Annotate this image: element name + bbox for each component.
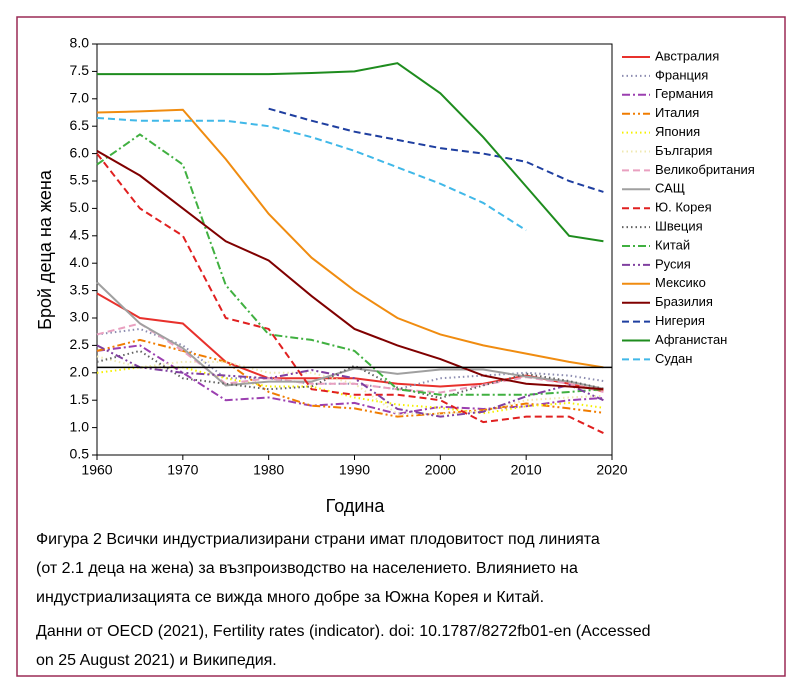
caption-line: on 25 August 2021) и Википедия. [36, 652, 277, 669]
series-line [96, 116, 527, 232]
y-tick-label: 1.0 [70, 418, 90, 434]
y-axis-label: Брой деца на жена [35, 169, 55, 330]
series-line [96, 133, 604, 396]
series-line [96, 338, 604, 418]
y-tick-label: 0.5 [70, 446, 90, 462]
border [16, 16, 786, 677]
x-tick-label: 2000 [425, 462, 456, 478]
y-tick-label: 5.0 [70, 199, 90, 215]
legend-label: Ю. Корея [655, 200, 712, 215]
series-line [96, 349, 604, 400]
x-tick-label: 2020 [596, 462, 627, 478]
y-tick-label: 7.5 [70, 62, 90, 78]
y-tick-label: 6.5 [70, 117, 90, 133]
legend-label: Германия [655, 86, 713, 101]
y-tick-label: 7.0 [70, 90, 90, 106]
series-line [96, 344, 604, 418]
legend-label: Мексико [655, 275, 706, 290]
series-line [96, 344, 604, 415]
legend-label: Китай [655, 237, 690, 252]
legend-label: САЩ [655, 181, 685, 196]
x-tick-label: 1980 [253, 462, 284, 478]
y-tick-label: 8.0 [70, 35, 90, 51]
caption-line: (от 2.1 деца на жена) за възпроизводство… [36, 560, 578, 577]
series-line [96, 152, 604, 434]
series-line [96, 149, 604, 391]
y-tick-label: 3.5 [70, 281, 90, 297]
y-tick-label: 2.5 [70, 336, 90, 352]
legend-label: Нигерия [655, 313, 705, 328]
series-line [268, 107, 604, 193]
x-axis-label: Година [326, 496, 386, 516]
legend-label: Русия [655, 256, 691, 271]
y-tick-label: 6.0 [70, 144, 90, 160]
y-tick-label: 4.0 [70, 254, 90, 270]
legend-label: Франция [655, 67, 708, 82]
x-tick-label: 1970 [167, 462, 198, 478]
series-line [96, 108, 604, 369]
y-tick-label: 4.5 [70, 227, 90, 243]
y-tick-label: 5.5 [70, 172, 90, 188]
series-line [97, 62, 604, 243]
caption-line: Данни от OECD (2021), Fertility rates (i… [36, 623, 650, 640]
legend-label: Великобритания [655, 162, 755, 177]
caption-line: индустриализацията се вижда много добре … [36, 589, 544, 606]
legend-label: Афганистан [655, 332, 727, 347]
series-line [96, 327, 604, 391]
x-tick-label: 1990 [339, 462, 370, 478]
legend-label: Австралия [655, 48, 719, 63]
legend-label: България [655, 143, 712, 158]
caption-line: Фигура 2 Всички индустриализирани страни… [36, 531, 600, 548]
legend-label: Япония [655, 124, 700, 139]
legend-label: Судан [655, 351, 692, 366]
series-line [96, 281, 604, 390]
x-tick-label: 2010 [511, 462, 542, 478]
y-tick-label: 1.5 [70, 391, 90, 407]
legend-label: Италия [655, 105, 699, 120]
legend-label: Бразилия [655, 294, 713, 309]
legend-label: Швеция [655, 219, 703, 234]
x-tick-label: 1960 [81, 462, 112, 478]
y-tick-label: 3.0 [70, 309, 90, 325]
y-tick-label: 2.0 [70, 364, 90, 380]
